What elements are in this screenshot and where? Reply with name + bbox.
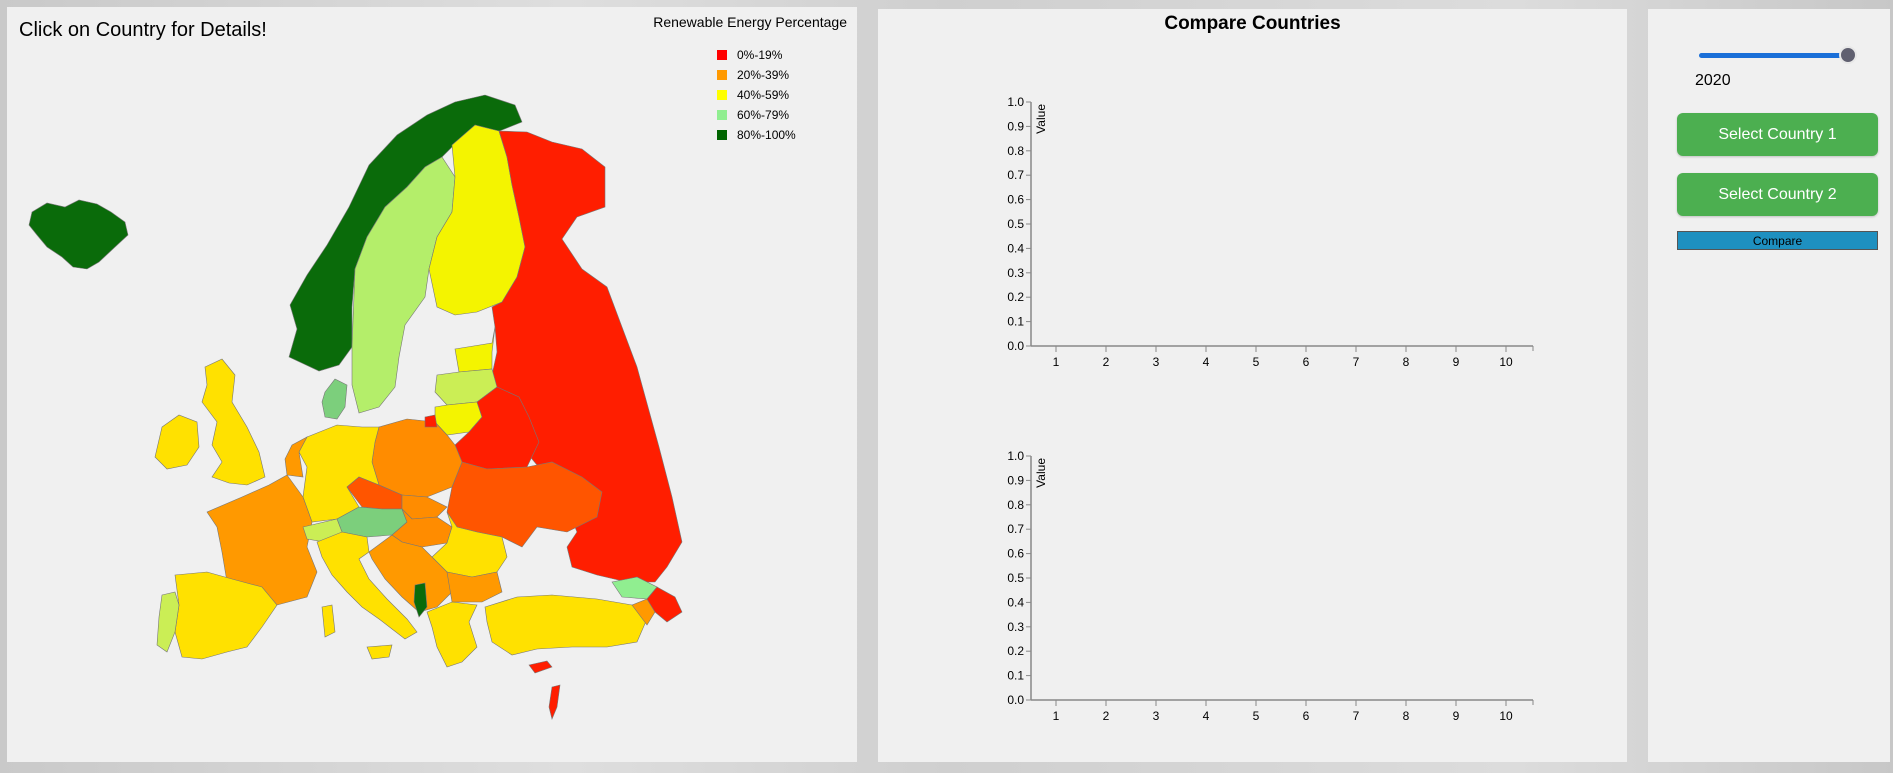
compare-button[interactable]: Compare bbox=[1677, 231, 1878, 250]
country-greece[interactable] bbox=[426, 601, 478, 668]
country-iceland[interactable] bbox=[28, 199, 129, 270]
x-tick-label: 10 bbox=[1499, 355, 1513, 369]
compare-panel: Compare Countries 0.0 0.1 0.2 0.3 0.4 0.5 0.6 0… bbox=[878, 9, 1627, 762]
legend-label: 0%-19% bbox=[737, 48, 783, 62]
country-bulgaria[interactable] bbox=[446, 571, 503, 603]
map-panel: Click on Country for Details! Renewable … bbox=[7, 7, 857, 762]
x-tick-label: 2 bbox=[1103, 709, 1110, 723]
y-tick-label: 0.4 bbox=[1007, 241, 1024, 255]
legend: 0%-19% 20%-39% 40%-59% 60%-79% 80%-100% bbox=[717, 45, 796, 145]
legend-swatch bbox=[717, 110, 727, 120]
y-tick-label: 0.0 bbox=[1007, 339, 1024, 353]
y-tick-label: 0.7 bbox=[1007, 522, 1024, 536]
y-tick-label: 0.7 bbox=[1007, 168, 1024, 182]
country-ireland[interactable] bbox=[154, 414, 200, 470]
y-tick-label: 0.1 bbox=[1007, 669, 1024, 683]
y-tick-label: 1.0 bbox=[1007, 95, 1024, 109]
legend-label: 60%-79% bbox=[737, 108, 790, 122]
legend-swatch bbox=[717, 50, 727, 60]
y-tick-label: 0.0 bbox=[1007, 693, 1024, 707]
legend-label: 20%-39% bbox=[737, 68, 790, 82]
country-denmark[interactable] bbox=[321, 378, 348, 420]
legend-item: 20%-39% bbox=[717, 65, 796, 85]
x-tick-label: 5 bbox=[1253, 355, 1260, 369]
y-tick-label: 0.6 bbox=[1007, 547, 1024, 561]
legend-item: 80%-100% bbox=[717, 125, 796, 145]
country-israel[interactable] bbox=[548, 684, 561, 720]
legend-label: 80%-100% bbox=[737, 128, 796, 142]
x-tick-label: 4 bbox=[1203, 709, 1210, 723]
country-montenegro[interactable] bbox=[413, 582, 428, 618]
x-tick-label: 3 bbox=[1153, 709, 1160, 723]
y-tick-label: 0.6 bbox=[1007, 193, 1024, 207]
legend-swatch bbox=[717, 130, 727, 140]
x-tick-label: 2 bbox=[1103, 355, 1110, 369]
island-sicily[interactable] bbox=[366, 644, 393, 660]
y-tick-label: 0.3 bbox=[1007, 266, 1024, 280]
legend-item: 40%-59% bbox=[717, 85, 796, 105]
year-label: 2020 bbox=[1695, 72, 1731, 89]
x-tick-label: 8 bbox=[1403, 355, 1410, 369]
comparison-chart-1: 0.0 0.1 0.2 0.3 0.4 0.5 0.6 0.7 0.8 0.9 1.0 1 2 3 4 5 6 7… bbox=[1007, 95, 1534, 369]
y-axis-label: Value bbox=[1034, 104, 1048, 134]
country-france[interactable] bbox=[206, 474, 318, 606]
x-tick-label: 1 bbox=[1053, 709, 1060, 723]
y-tick-label: 0.2 bbox=[1007, 290, 1024, 304]
country-azerbaijan[interactable] bbox=[646, 586, 683, 623]
y-axis-label: Value bbox=[1034, 458, 1048, 488]
control-panel: 2020 Select Country 1 Select Country 2 C… bbox=[1648, 9, 1890, 762]
y-tick-label: 0.3 bbox=[1007, 620, 1024, 634]
y-tick-label: 0.2 bbox=[1007, 644, 1024, 658]
y-tick-label: 1.0 bbox=[1007, 449, 1024, 463]
x-tick-label: 7 bbox=[1353, 355, 1360, 369]
x-tick-label: 8 bbox=[1403, 709, 1410, 723]
select-country-1-button[interactable]: Select Country 1 bbox=[1677, 113, 1878, 156]
y-tick-label: 0.8 bbox=[1007, 498, 1024, 512]
country-kaliningrad[interactable] bbox=[424, 414, 438, 428]
country-estonia[interactable] bbox=[454, 326, 496, 373]
comparison-chart-2: 0.0 0.1 0.2 0.3 0.4 0.5 0.6 0.7 0.8 0.9 1.0 1 2 3 4 5 6 7… bbox=[1007, 449, 1534, 723]
legend-swatch bbox=[717, 90, 727, 100]
country-hungary[interactable] bbox=[391, 508, 453, 548]
legend-title: Renewable Energy Percentage bbox=[653, 14, 847, 30]
select-country-2-button[interactable]: Select Country 2 bbox=[1677, 173, 1878, 216]
country-russia[interactable] bbox=[476, 130, 683, 583]
country-uk[interactable] bbox=[201, 358, 266, 486]
x-tick-label: 3 bbox=[1153, 355, 1160, 369]
legend-label: 40%-59% bbox=[737, 88, 790, 102]
legend-swatch bbox=[717, 70, 727, 80]
x-tick-label: 1 bbox=[1053, 355, 1060, 369]
year-slider[interactable] bbox=[1699, 45, 1857, 67]
y-tick-label: 0.1 bbox=[1007, 315, 1024, 329]
country-turkey[interactable] bbox=[484, 594, 648, 656]
legend-item: 60%-79% bbox=[717, 105, 796, 125]
map-title: Click on Country for Details! bbox=[19, 19, 267, 41]
country-balkans[interactable] bbox=[368, 534, 453, 613]
y-tick-label: 0.4 bbox=[1007, 595, 1024, 609]
y-tick-label: 0.5 bbox=[1007, 217, 1024, 231]
x-tick-label: 5 bbox=[1253, 709, 1260, 723]
x-tick-label: 7 bbox=[1353, 709, 1360, 723]
country-netherlands[interactable] bbox=[284, 436, 308, 478]
island-sardinia[interactable] bbox=[321, 604, 336, 638]
compare-title: Compare Countries bbox=[1164, 13, 1341, 34]
europe-map[interactable] bbox=[7, 7, 857, 762]
slider-thumb[interactable] bbox=[1839, 46, 1857, 64]
country-cyprus[interactable] bbox=[528, 660, 553, 674]
x-tick-label: 9 bbox=[1453, 355, 1460, 369]
x-tick-label: 10 bbox=[1499, 709, 1513, 723]
slider-track[interactable] bbox=[1699, 53, 1847, 58]
legend-item: 0%-19% bbox=[717, 45, 796, 65]
x-tick-label: 6 bbox=[1303, 355, 1310, 369]
country-norway[interactable] bbox=[288, 94, 523, 372]
y-tick-label: 0.5 bbox=[1007, 571, 1024, 585]
y-tick-label: 0.8 bbox=[1007, 144, 1024, 158]
country-portugal[interactable] bbox=[156, 591, 180, 653]
y-tick-label: 0.9 bbox=[1007, 473, 1024, 487]
x-tick-label: 6 bbox=[1303, 709, 1310, 723]
y-tick-label: 0.9 bbox=[1007, 119, 1024, 133]
x-tick-label: 4 bbox=[1203, 355, 1210, 369]
x-tick-label: 9 bbox=[1453, 709, 1460, 723]
country-italy[interactable] bbox=[316, 531, 418, 640]
